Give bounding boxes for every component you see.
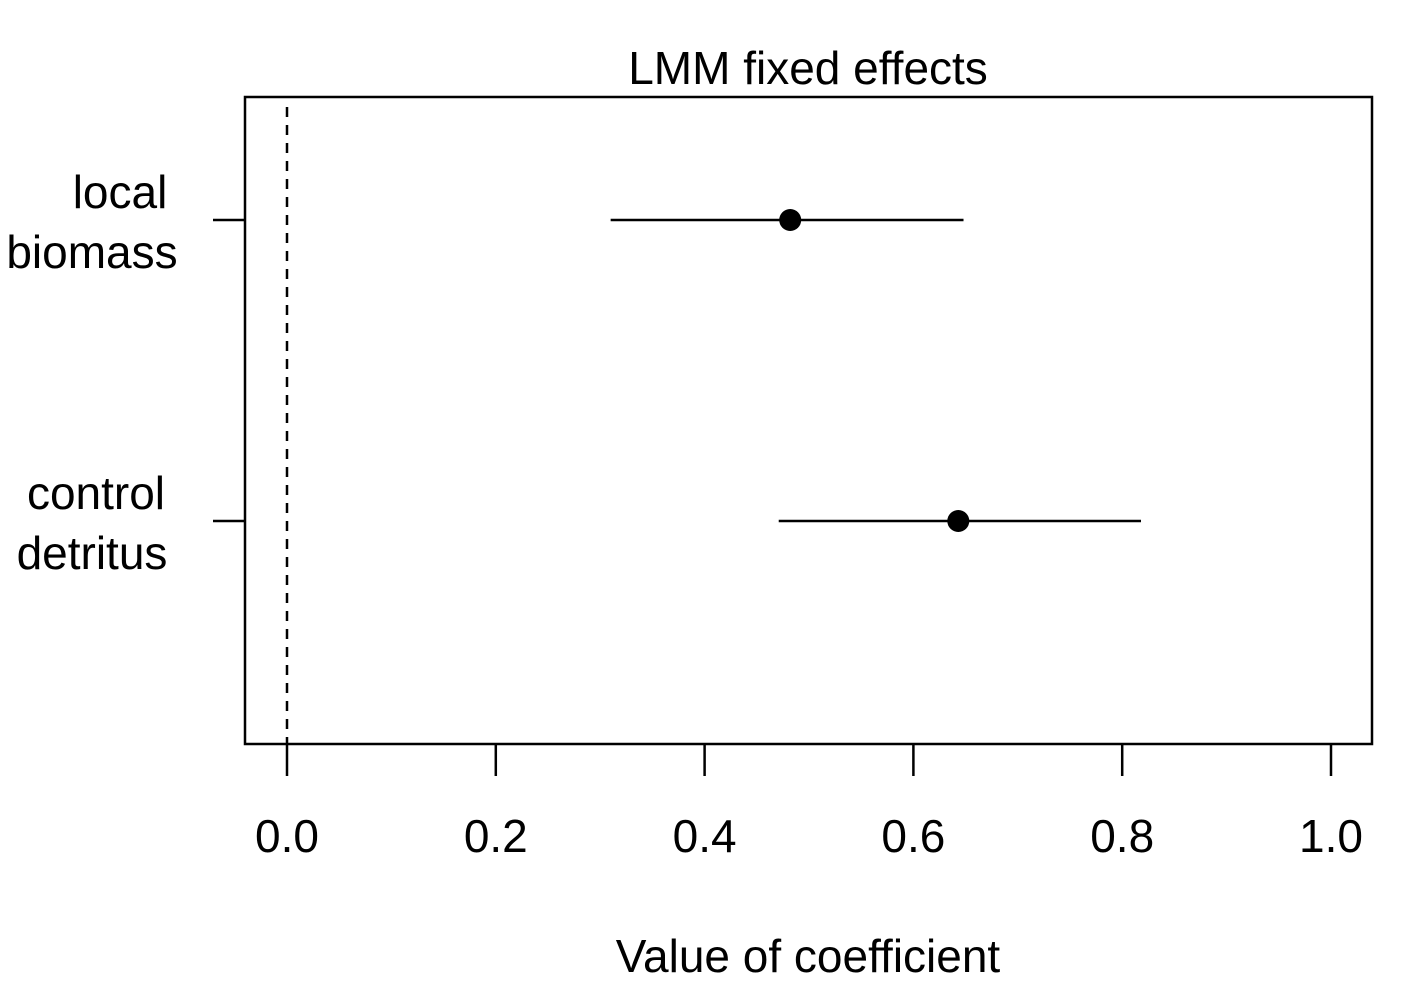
x-tick-label: 0.0: [255, 810, 319, 862]
y-category-label: local biomass: [6, 166, 177, 278]
estimate-point: [779, 209, 802, 231]
y-category-label-line: detritus: [17, 527, 168, 579]
x-tick-label: 0.8: [1090, 810, 1154, 862]
x-tick-label: 1.0: [1299, 810, 1363, 862]
x-tick-label: 0.2: [464, 810, 528, 862]
x-axis-label: Value of coefficient: [616, 930, 1001, 982]
x-tick-label: 0.4: [673, 810, 737, 862]
plot-frame: [243, 95, 1374, 746]
x-tick-label: 0.6: [881, 810, 945, 862]
y-category-label: control detritus: [17, 467, 168, 579]
estimate-point: [947, 510, 970, 532]
y-category-label-line: biomass: [6, 226, 177, 278]
chart-title: LMM fixed effects: [628, 42, 988, 94]
y-category-label-line: local: [73, 166, 168, 218]
y-category-label-line: control: [27, 467, 165, 519]
